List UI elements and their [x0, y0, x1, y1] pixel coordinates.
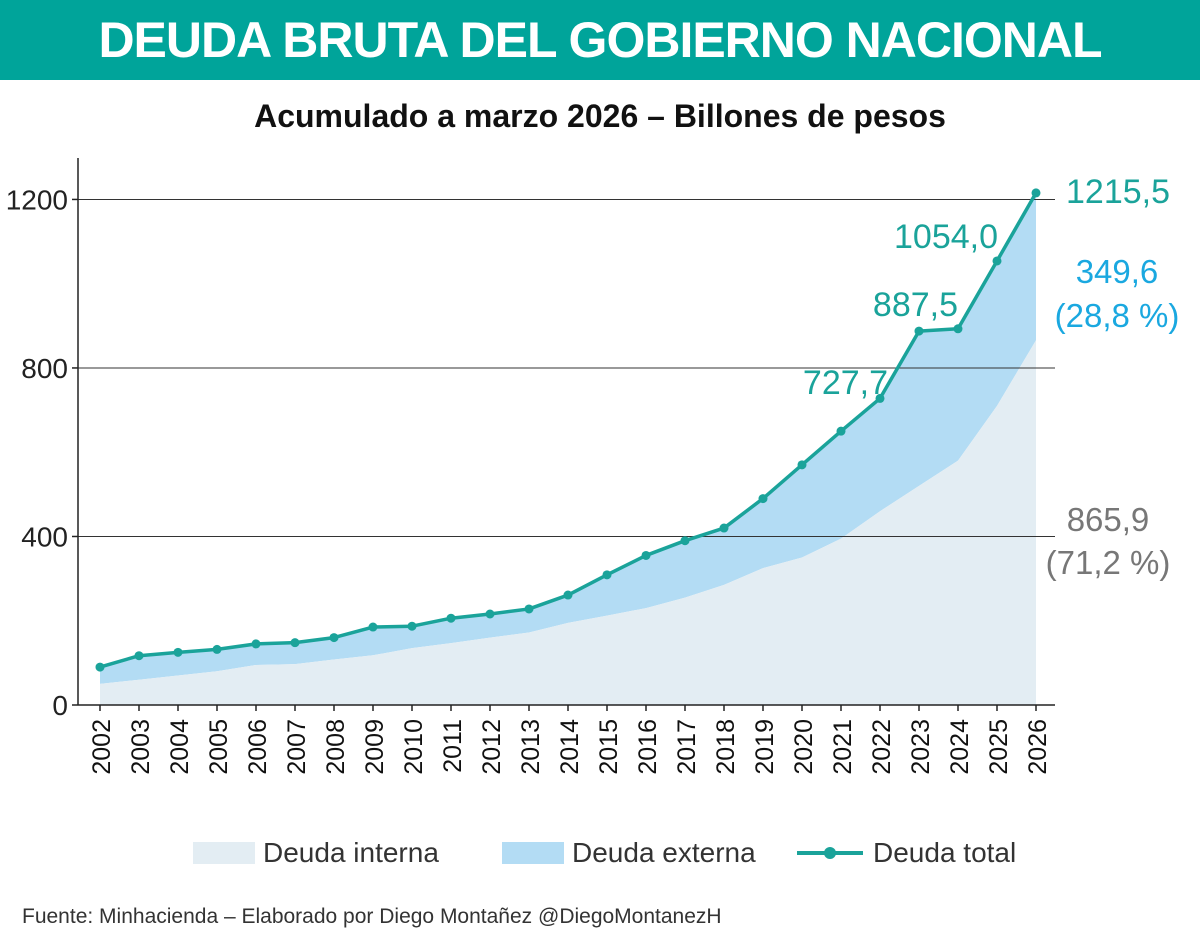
x-tick-label-2017: 2017 [673, 719, 701, 775]
point-deuda-total-2014 [563, 590, 573, 600]
point-deuda-total-2013 [524, 604, 534, 614]
x-tick-label-2008: 2008 [322, 719, 350, 775]
point-deuda-total-2020 [797, 460, 807, 470]
x-tick-label-2007: 2007 [283, 719, 311, 775]
x-tick-label-2006: 2006 [244, 719, 272, 775]
annotation-label-0: 1215,5 [1066, 173, 1170, 211]
point-deuda-total-2015 [602, 570, 612, 580]
annotation-label-3: 727,7 [803, 364, 888, 402]
x-tick-label-2024: 2024 [946, 719, 974, 775]
series-area-deuda-externa [100, 192, 1036, 684]
chart-subtitle: Acumulado a marzo 2026 – Billones de pes… [254, 98, 946, 134]
point-deuda-total-2004 [173, 647, 183, 657]
y-tick-label-400: 400 [21, 521, 68, 552]
title-banner: DEUDA BRUTA DEL GOBIERNO NACIONAL [0, 0, 1200, 80]
legend: Deuda interna Deuda externa Deuda total [0, 828, 1200, 878]
source-note: Fuente: Minhacienda – Elaborado por Dieg… [22, 905, 722, 928]
legend-item-interna: Deuda interna [193, 828, 439, 878]
legend-item-externa: Deuda externa [502, 828, 756, 878]
x-tick-label-2023: 2023 [907, 719, 935, 775]
point-deuda-total-2018 [719, 523, 729, 533]
x-tick-label-2010: 2010 [400, 719, 428, 775]
point-deuda-total-2024 [953, 324, 963, 334]
x-tick-label-2013: 2013 [517, 719, 545, 775]
annotation-label-4: 349,6 [1076, 253, 1159, 290]
x-tick-label-2020: 2020 [790, 719, 818, 775]
point-deuda-total-2025 [992, 256, 1002, 266]
point-deuda-total-2006 [251, 639, 261, 649]
point-deuda-total-2005 [212, 644, 222, 654]
point-deuda-total-2026 [1031, 188, 1041, 198]
point-deuda-total-2009 [368, 622, 378, 632]
x-tick-label-2021: 2021 [829, 719, 857, 775]
point-deuda-total-2023 [914, 326, 924, 336]
x-tick-label-2019: 2019 [751, 719, 779, 775]
x-tick-label-2003: 2003 [127, 719, 155, 775]
x-tick-label-2014: 2014 [556, 719, 584, 775]
point-deuda-total-2008 [329, 633, 339, 643]
point-deuda-total-2011 [446, 613, 456, 623]
y-tick-label-800: 800 [21, 353, 68, 384]
x-tick-label-2022: 2022 [868, 719, 896, 775]
x-tick-label-2011: 2011 [439, 719, 467, 773]
chart-title: DEUDA BRUTA DEL GOBIERNO NACIONAL [98, 12, 1102, 68]
point-deuda-total-2021 [836, 426, 846, 436]
legend-label-interna: Deuda interna [263, 837, 439, 868]
legend-label-total: Deuda total [873, 837, 1017, 868]
annotation-label-5: (28,8 %) [1055, 297, 1180, 334]
point-deuda-total-2012 [485, 609, 495, 619]
x-tick-label-2026: 2026 [1024, 719, 1052, 775]
x-tick-label-2025: 2025 [985, 719, 1013, 775]
point-deuda-total-2007 [290, 638, 300, 648]
x-tick-label-2005: 2005 [205, 719, 233, 775]
point-deuda-total-2010 [407, 621, 417, 631]
x-tick-label-2002: 2002 [88, 719, 116, 775]
point-deuda-total-2003 [134, 651, 144, 661]
x-tick-label-2018: 2018 [712, 719, 740, 775]
y-tick-label-1200: 1200 [6, 184, 68, 215]
x-tick-label-2012: 2012 [478, 719, 506, 775]
annotation-label-6: 865,9 [1067, 501, 1150, 538]
legend-swatch-interna [193, 842, 255, 864]
point-deuda-total-2017 [680, 536, 690, 546]
point-deuda-total-2002 [95, 662, 105, 672]
legend-label-externa: Deuda externa [572, 837, 756, 868]
annotation-label-7: (71,2 %) [1046, 544, 1171, 581]
y-tick-label-0: 0 [52, 690, 68, 721]
legend-swatch-total [795, 842, 865, 864]
point-deuda-total-2022 [875, 393, 885, 403]
x-tick-label-2016: 2016 [634, 719, 662, 775]
area-chart: 0 400 800 1200 2002 2003 2004 2005 2006 2007 2008 2… [6, 158, 1180, 775]
x-tick-label-2015: 2015 [595, 719, 623, 775]
annotation-label-1: 1054,0 [894, 218, 998, 256]
x-tick-label-2009: 2009 [361, 719, 389, 775]
legend-swatch-externa [502, 842, 564, 864]
annotation-label-2: 887,5 [873, 286, 958, 324]
point-deuda-total-2016 [641, 550, 651, 560]
x-tick-label-2004: 2004 [166, 719, 194, 775]
point-deuda-total-2019 [758, 494, 768, 504]
legend-item-total: Deuda total [795, 828, 1016, 878]
series-area-deuda-interna [100, 340, 1036, 705]
